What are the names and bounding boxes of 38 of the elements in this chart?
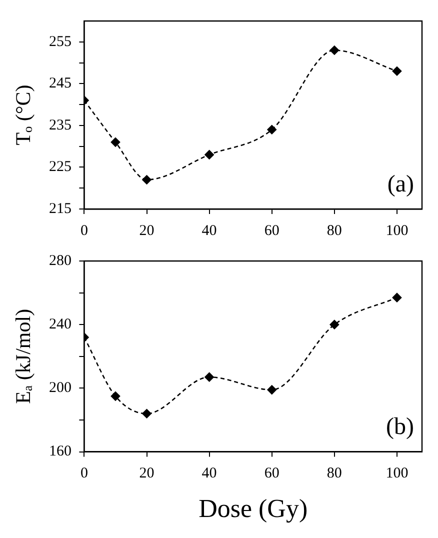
x-tick-label: 100 bbox=[382, 222, 412, 239]
x-tick-label: 60 bbox=[260, 466, 284, 482]
point bbox=[110, 138, 120, 147]
y-tick-label: 200 bbox=[45, 380, 76, 396]
x-tick-label: 80 bbox=[323, 466, 346, 482]
y-axis-title: Tₒ (°C) bbox=[11, 84, 36, 146]
point bbox=[142, 408, 152, 418]
y-tick-label: 215 bbox=[45, 200, 76, 217]
x-tick-label: 40 bbox=[198, 222, 221, 239]
x-tick-label: 0 bbox=[76, 466, 92, 482]
point bbox=[267, 124, 277, 134]
x-axis-title: Dose (Gy) bbox=[198, 494, 308, 524]
point bbox=[330, 320, 340, 330]
y-tick-label: 160 bbox=[45, 444, 76, 460]
x-tick-label: 20 bbox=[136, 222, 158, 239]
x-tick-label: 100 bbox=[382, 466, 412, 482]
y-tick-label: 235 bbox=[45, 117, 76, 134]
y-tick-label: 255 bbox=[45, 34, 76, 50]
x-tick-label: 20 bbox=[136, 466, 158, 482]
point bbox=[142, 175, 152, 184]
annotation: (a) bbox=[387, 171, 414, 198]
point bbox=[392, 66, 402, 76]
x-tick-label: 80 bbox=[323, 222, 346, 239]
y-tick-label: 225 bbox=[45, 159, 76, 176]
annotation: (b) bbox=[386, 414, 414, 440]
x-tick-label: 0 bbox=[76, 222, 92, 239]
point bbox=[110, 392, 120, 401]
x-tick-label: 60 bbox=[260, 222, 284, 239]
point bbox=[267, 385, 277, 394]
point bbox=[330, 46, 340, 55]
y-tick-label: 240 bbox=[45, 316, 76, 333]
point bbox=[392, 292, 402, 302]
point bbox=[204, 372, 214, 382]
y-tick-label: 280 bbox=[45, 252, 76, 269]
y-axis-title: Eₐ (kJ/mol) bbox=[11, 308, 36, 404]
y-tick-label: 245 bbox=[45, 76, 76, 92]
x-tick-label: 40 bbox=[198, 466, 221, 482]
point bbox=[204, 150, 214, 160]
